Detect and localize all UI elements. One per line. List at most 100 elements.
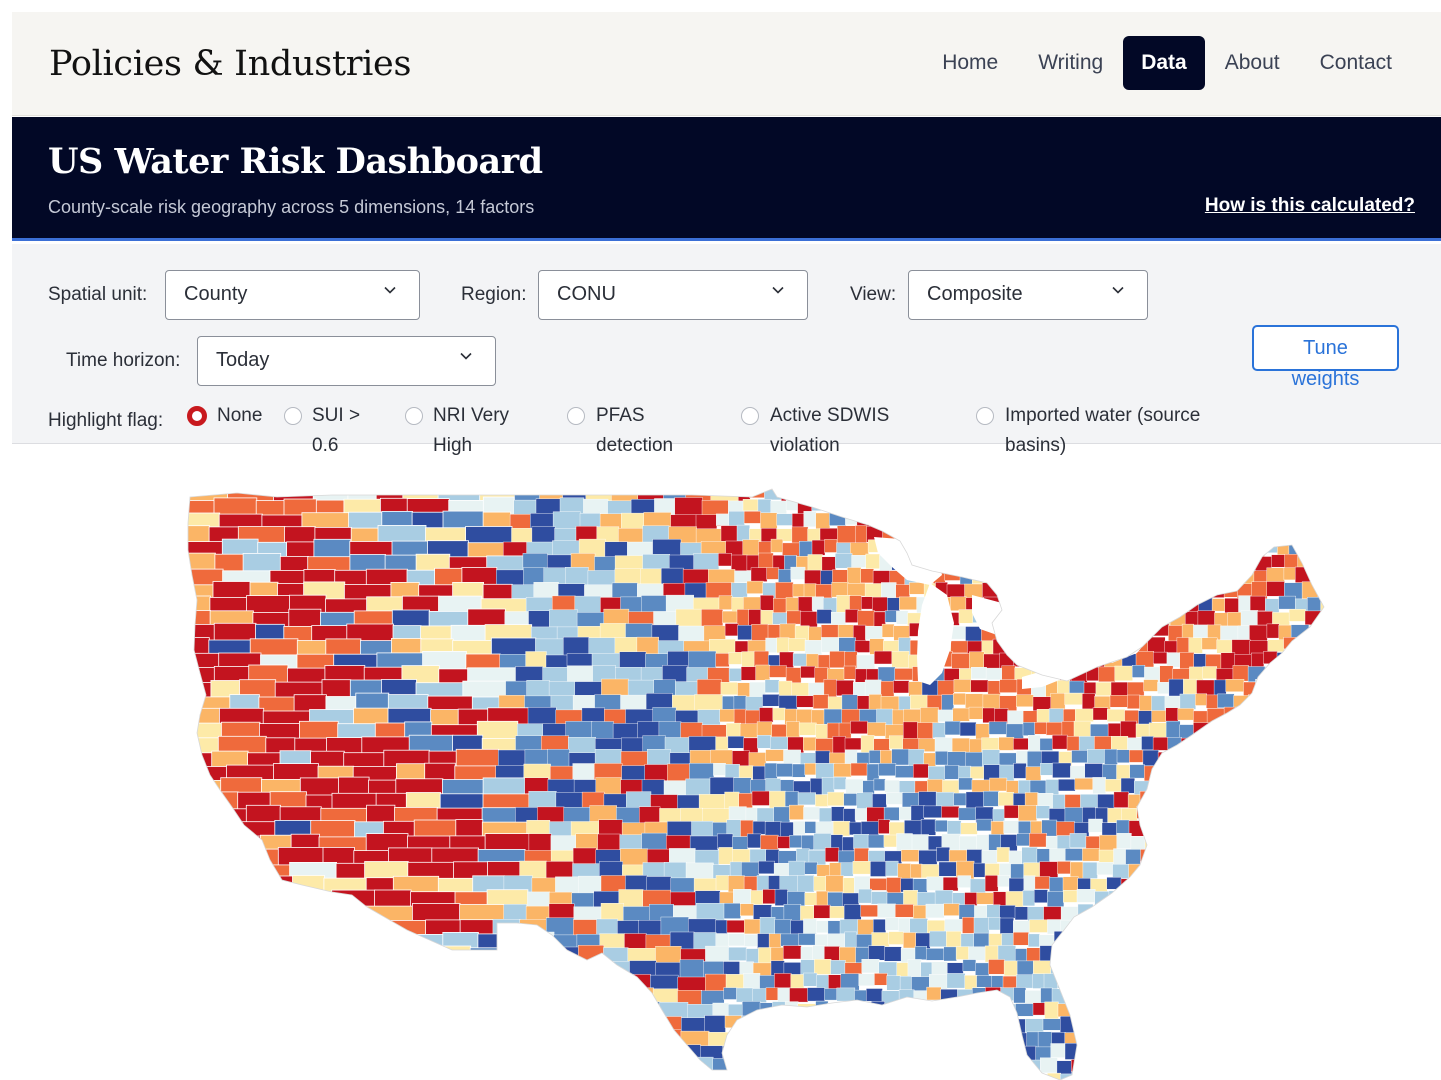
county-cell[interactable] — [772, 707, 786, 721]
county-cell[interactable] — [796, 484, 810, 501]
county-cell[interactable] — [1233, 1001, 1249, 1020]
county-cell[interactable] — [1224, 877, 1241, 896]
county-cell[interactable] — [1087, 500, 1103, 514]
county-cell[interactable] — [1292, 1015, 1309, 1030]
county-cell[interactable] — [967, 513, 984, 532]
county-cell[interactable] — [1128, 1001, 1148, 1018]
county-cell[interactable] — [871, 932, 890, 947]
county-cell[interactable] — [1179, 652, 1195, 670]
county-cell[interactable] — [985, 987, 1002, 1006]
county-cell[interactable] — [758, 860, 775, 875]
county-cell[interactable] — [1075, 1018, 1089, 1036]
county-cell[interactable] — [1211, 484, 1227, 499]
county-cell[interactable] — [1221, 904, 1238, 917]
county-cell[interactable] — [1330, 680, 1347, 698]
county-cell[interactable] — [1110, 681, 1129, 696]
county-cell[interactable] — [1209, 511, 1227, 527]
county-cell[interactable] — [929, 930, 947, 947]
county-cell[interactable] — [762, 694, 780, 707]
county-cell[interactable] — [1237, 1018, 1251, 1031]
county-cell[interactable] — [743, 511, 761, 524]
county-cell[interactable] — [1268, 847, 1282, 862]
county-cell[interactable] — [758, 541, 772, 554]
county-cell[interactable] — [869, 878, 888, 891]
county-cell[interactable] — [743, 973, 761, 991]
county-cell[interactable] — [1116, 833, 1132, 849]
county-cell[interactable] — [1074, 708, 1094, 722]
county-cell[interactable] — [957, 1029, 971, 1043]
county-cell[interactable] — [1215, 763, 1231, 781]
county-cell[interactable] — [1164, 987, 1181, 1006]
county-cell[interactable] — [436, 1003, 484, 1033]
county-cell[interactable] — [1151, 864, 1170, 878]
county-cell[interactable] — [804, 1046, 818, 1061]
county-cell[interactable] — [509, 933, 531, 956]
county-cell[interactable] — [757, 735, 772, 749]
county-cell[interactable] — [1321, 637, 1337, 650]
county-cell[interactable] — [785, 496, 799, 511]
county-cell[interactable] — [817, 1045, 836, 1062]
county-cell[interactable] — [1063, 568, 1077, 581]
county-cell[interactable] — [1110, 961, 1126, 975]
county-cell[interactable] — [909, 582, 925, 595]
county-cell[interactable] — [973, 525, 986, 541]
county-cell[interactable] — [895, 904, 914, 918]
county-cell[interactable] — [1089, 540, 1104, 555]
county-cell[interactable] — [1075, 609, 1088, 627]
county-cell[interactable] — [742, 499, 759, 512]
county-cell[interactable] — [1094, 961, 1112, 976]
county-cell[interactable] — [1225, 724, 1244, 743]
county-cell[interactable] — [1146, 1001, 1165, 1016]
county-cell[interactable] — [399, 1001, 438, 1036]
county-cell[interactable] — [1175, 918, 1190, 938]
county-cell[interactable] — [1315, 513, 1328, 531]
county-cell[interactable] — [804, 861, 818, 875]
tune-weights-button[interactable]: Tune — [1252, 325, 1399, 371]
county-cell[interactable] — [1224, 864, 1244, 880]
county-cell[interactable] — [985, 667, 1003, 681]
county-cell[interactable] — [1209, 723, 1227, 742]
county-cell[interactable] — [1057, 625, 1073, 641]
county-cell[interactable] — [1112, 1059, 1125, 1078]
county-cell[interactable] — [1144, 834, 1163, 853]
nav-data[interactable]: Data — [1123, 36, 1205, 90]
county-cell[interactable] — [209, 959, 257, 1003]
county-cell[interactable] — [1188, 637, 1203, 654]
county-cell[interactable] — [444, 1031, 492, 1067]
county-cell[interactable] — [287, 962, 325, 993]
county-cell[interactable] — [923, 1060, 942, 1077]
county-cell[interactable] — [1191, 1001, 1205, 1018]
county-cell[interactable] — [1008, 539, 1028, 557]
county-cell[interactable] — [741, 1015, 756, 1033]
county-cell[interactable] — [1096, 513, 1114, 528]
county-cell[interactable] — [1051, 734, 1068, 750]
county-cell[interactable] — [1129, 1016, 1144, 1031]
county-cell[interactable] — [946, 973, 966, 989]
county-cell[interactable] — [515, 1074, 543, 1080]
county-cell[interactable] — [1327, 891, 1341, 907]
county-cell[interactable] — [1150, 944, 1170, 964]
county-cell[interactable] — [355, 1002, 401, 1038]
county-cell[interactable] — [750, 567, 768, 582]
county-cell[interactable] — [1090, 527, 1109, 544]
county-cell[interactable] — [1223, 706, 1238, 725]
county-cell[interactable] — [726, 920, 745, 933]
county-cell[interactable] — [1059, 555, 1076, 571]
county-cell[interactable] — [1139, 861, 1153, 874]
county-cell[interactable] — [1060, 906, 1079, 922]
county-cell[interactable] — [1215, 567, 1230, 583]
county-cell[interactable] — [1216, 821, 1233, 835]
county-cell[interactable] — [1036, 805, 1050, 819]
county-cell[interactable] — [939, 513, 957, 531]
county-cell[interactable] — [1116, 946, 1136, 962]
county-cell[interactable] — [962, 498, 981, 514]
county-cell[interactable] — [1242, 1059, 1258, 1074]
county-cell[interactable] — [630, 1032, 654, 1055]
county-cell[interactable] — [873, 485, 888, 497]
county-cell[interactable] — [1181, 1059, 1198, 1078]
county-cell[interactable] — [1242, 763, 1259, 782]
county-cell[interactable] — [1139, 528, 1157, 542]
county-cell[interactable] — [1181, 596, 1200, 613]
county-cell[interactable] — [803, 972, 818, 987]
county-cell[interactable] — [1131, 567, 1144, 582]
